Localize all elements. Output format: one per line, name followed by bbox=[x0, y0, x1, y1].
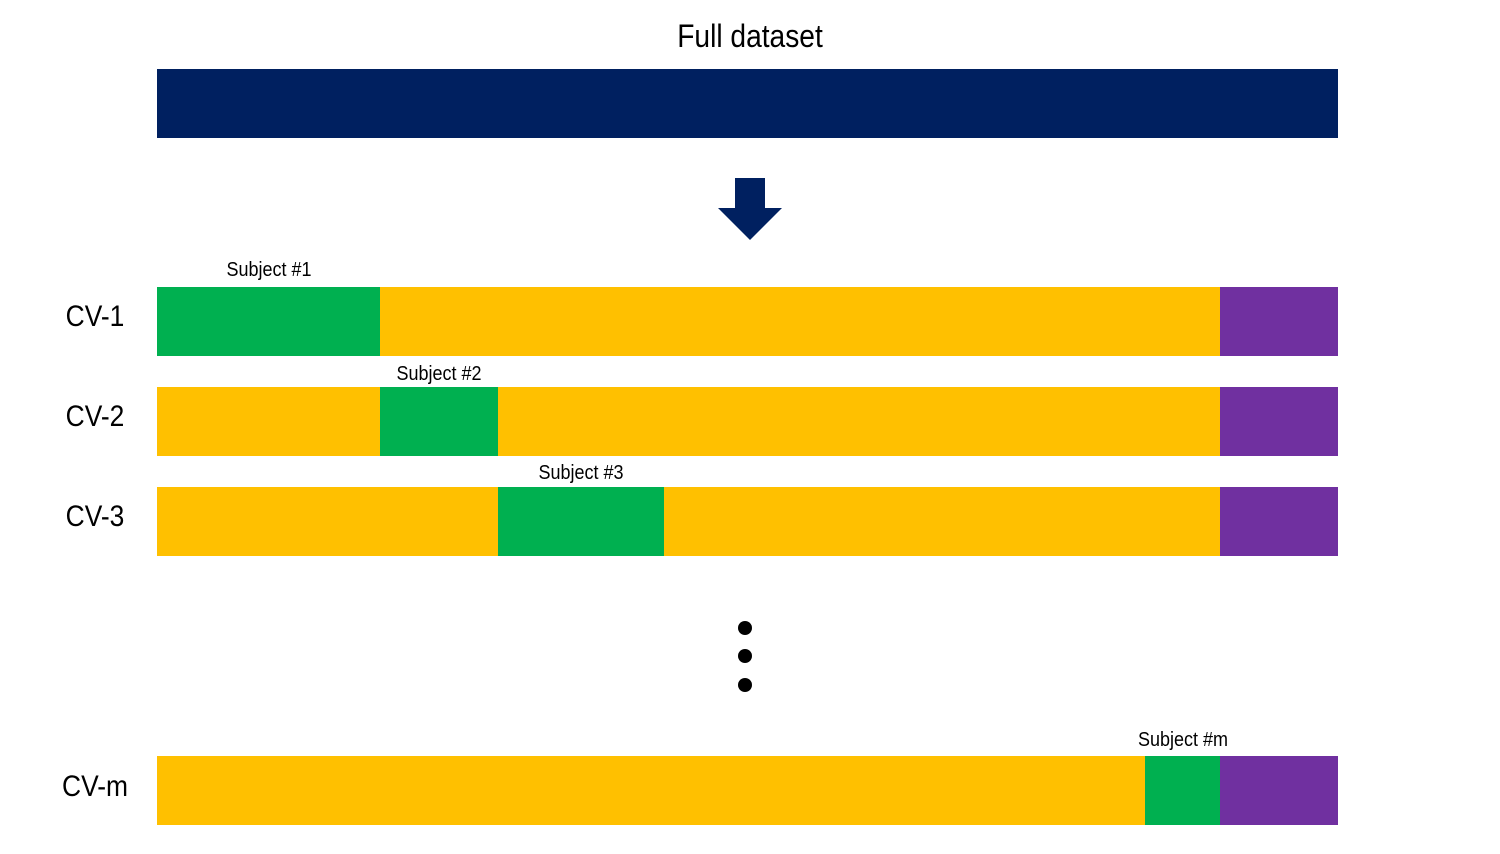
cv-bar-3 bbox=[157, 487, 1338, 556]
segment-train bbox=[157, 487, 498, 556]
segment-holdout bbox=[1220, 287, 1338, 356]
diagram-title: Full dataset bbox=[90, 18, 1410, 55]
cv-bar-1 bbox=[157, 287, 1338, 356]
segment-holdout bbox=[1220, 387, 1338, 456]
segment-train bbox=[664, 487, 1220, 556]
down-arrow-shape bbox=[718, 178, 782, 240]
segment-test bbox=[1145, 756, 1219, 825]
ellipsis-dot bbox=[738, 649, 752, 663]
full-dataset-bar bbox=[157, 69, 1338, 138]
row-label-cv-1: CV-1 bbox=[47, 300, 144, 334]
segment-holdout bbox=[1220, 487, 1338, 556]
segment-train bbox=[157, 387, 380, 456]
segment-train bbox=[498, 387, 1220, 456]
cv-bar-m bbox=[157, 756, 1338, 825]
row-label-cv-3: CV-3 bbox=[47, 500, 144, 534]
segment-train bbox=[380, 287, 1220, 356]
row-label-cv-2: CV-2 bbox=[47, 400, 144, 434]
ellipsis-dot bbox=[738, 621, 752, 635]
segment-test bbox=[380, 387, 498, 456]
down-arrow-icon bbox=[717, 178, 783, 242]
segment-train bbox=[157, 756, 1145, 825]
subject-label-1: Subject #1 bbox=[226, 259, 311, 282]
subject-label-m: Subject #m bbox=[1138, 729, 1228, 752]
segment-test bbox=[157, 287, 380, 356]
row-label-cv-m: CV-m bbox=[47, 770, 144, 804]
segment-test bbox=[498, 487, 663, 556]
ellipsis-dot bbox=[738, 678, 752, 692]
cv-bar-2 bbox=[157, 387, 1338, 456]
subject-label-3: Subject #3 bbox=[538, 462, 623, 485]
segment-holdout bbox=[1220, 756, 1338, 825]
subject-label-2: Subject #2 bbox=[397, 363, 482, 386]
